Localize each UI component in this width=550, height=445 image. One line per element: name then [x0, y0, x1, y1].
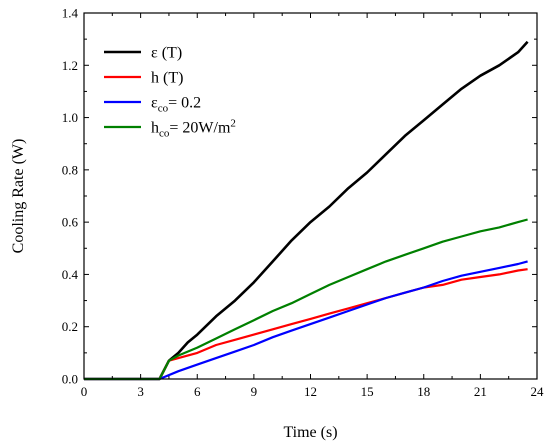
- legend-label-main: h: [151, 120, 159, 137]
- x-tick-label: 24: [531, 384, 545, 399]
- x-tick-label: 12: [304, 384, 317, 399]
- x-axis-title: Time (s): [283, 424, 337, 441]
- legend-label-rest: (T): [159, 70, 183, 87]
- series-line-1: [84, 268, 528, 381]
- legend-label: ε (T): [151, 45, 182, 62]
- legend-label-rest: = 0.2: [168, 95, 201, 112]
- series-line-0: [84, 40, 529, 381]
- legend-label-subscript: co: [158, 103, 169, 115]
- legend-label-main: ε: [151, 95, 158, 112]
- y-axis: 0.0 0.2 0.4 0.6 0.8 1.0 1.2 1.4: [62, 6, 537, 387]
- legend-label: hco= 20W/m2: [151, 118, 236, 140]
- legend-label-subscript: co: [159, 128, 170, 140]
- legend-label-main: h: [151, 70, 159, 87]
- legend-label-rest: = 20W/m: [169, 120, 231, 137]
- y-tick-label: 1.4: [62, 6, 79, 21]
- legend-label: h (T): [151, 70, 183, 87]
- legend-label-main: ε: [151, 45, 158, 62]
- y-tick-label: 0.4: [62, 267, 79, 282]
- y-tick-label: 1.2: [62, 58, 78, 73]
- x-axis: 0 3 6 9 12 15 18 21 24: [81, 13, 544, 399]
- legend-label-superscript: 2: [230, 118, 236, 130]
- series-line-2: [84, 260, 528, 381]
- x-tick-label: 9: [251, 384, 258, 399]
- x-tick-label: 6: [194, 384, 201, 399]
- y-tick-label: 1.0: [62, 110, 78, 125]
- series-layer: [84, 40, 529, 381]
- y-tick-label: 0.6: [62, 215, 79, 230]
- x-tick-label: 3: [137, 384, 144, 399]
- y-tick-label: 0.0: [62, 372, 78, 387]
- y-tick-label: 0.2: [62, 319, 78, 334]
- legend-label: εco= 0.2: [151, 95, 201, 115]
- y-axis-title: Cooling Rate (W): [10, 139, 27, 254]
- series-line-3: [84, 218, 528, 381]
- x-tick-label: 15: [361, 384, 374, 399]
- legend-label-rest: (T): [158, 45, 182, 62]
- x-tick-label: 0: [81, 384, 88, 399]
- y-tick-label: 0.8: [62, 162, 78, 177]
- x-tick-label: 21: [474, 384, 487, 399]
- x-tick-label: 18: [417, 384, 430, 399]
